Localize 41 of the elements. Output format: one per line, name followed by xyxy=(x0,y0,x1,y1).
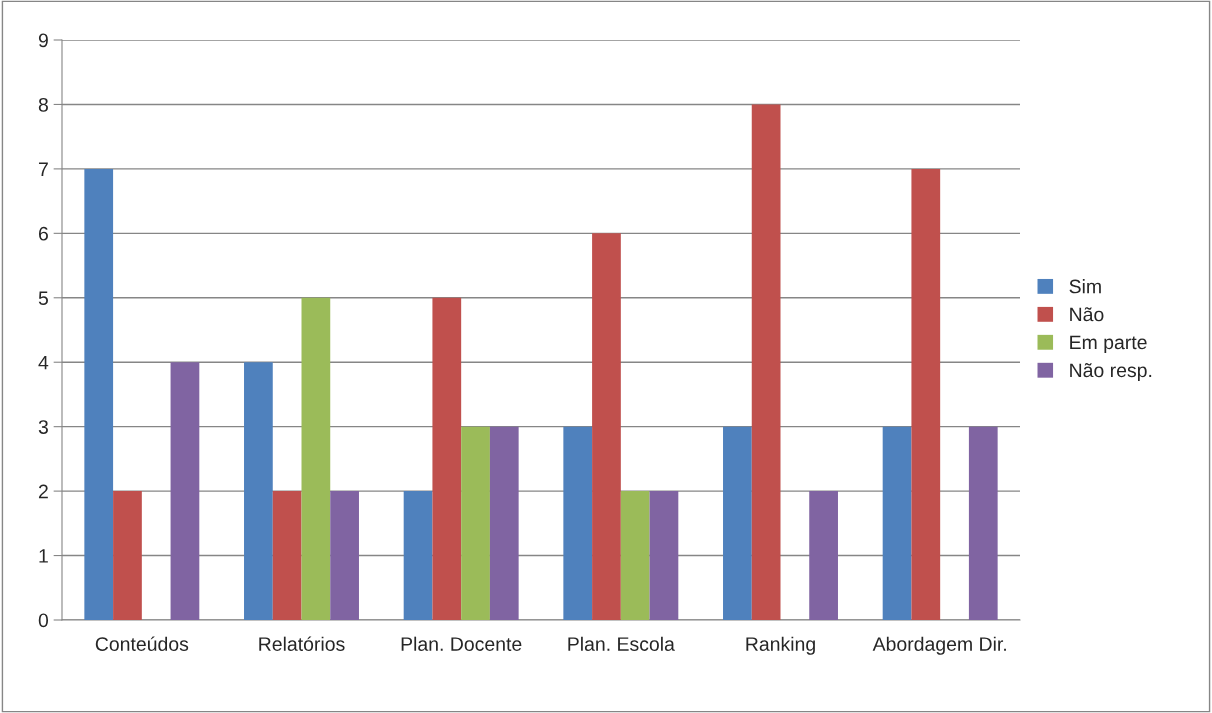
bar xyxy=(592,233,621,620)
bar xyxy=(620,491,650,620)
y-tick-label: 3 xyxy=(38,420,48,434)
x-tick-label: Relatórios xyxy=(259,636,345,651)
x-tick-label: Plan. Escola xyxy=(568,636,675,651)
y-tick-label: 7 xyxy=(38,162,48,176)
x-tick-label: Ranking xyxy=(746,636,815,655)
y-tick-label: 2 xyxy=(38,484,48,499)
bar xyxy=(272,491,302,620)
bar xyxy=(882,426,912,620)
y-tick-label: 5 xyxy=(38,291,48,306)
y-tick-label: 4 xyxy=(38,355,49,370)
x-tick-label: Plan. Docente xyxy=(401,636,522,651)
bar xyxy=(244,362,273,620)
bar xyxy=(170,362,200,620)
bar xyxy=(489,426,519,620)
bar xyxy=(84,168,114,620)
y-tick-label: 6 xyxy=(38,226,48,241)
y-tick-label: 8 xyxy=(38,97,48,112)
legend-label: Não xyxy=(1070,307,1104,322)
bar xyxy=(432,297,462,620)
bar xyxy=(751,104,781,620)
bar xyxy=(649,491,679,620)
bar xyxy=(330,491,359,620)
bar xyxy=(968,426,998,620)
y-tick-label: 9 xyxy=(38,33,48,48)
bar xyxy=(113,491,142,620)
bar xyxy=(301,297,331,620)
x-tick-label: Abordagem Dir. xyxy=(872,636,1006,655)
bar xyxy=(403,491,433,620)
bar xyxy=(809,491,838,620)
y-tick-label: 1 xyxy=(39,549,48,563)
bar xyxy=(563,426,593,620)
bar xyxy=(723,426,752,620)
legend-label: Sim xyxy=(1069,279,1101,294)
bar xyxy=(461,426,490,620)
y-tick-label: 0 xyxy=(38,613,49,628)
bar xyxy=(911,168,941,620)
x-tick-label: Conteúdos xyxy=(95,636,189,651)
legend-label: Em parte xyxy=(1070,335,1147,354)
legend-label: Não resp. xyxy=(1070,363,1152,382)
